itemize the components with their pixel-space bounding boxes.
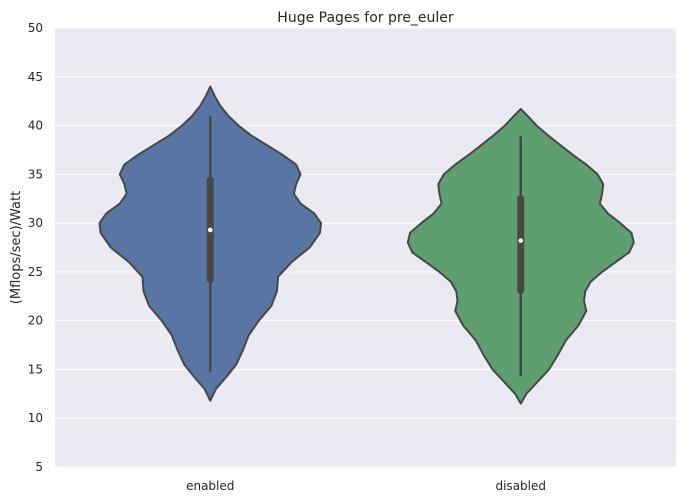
y-tick-label: 5	[35, 460, 43, 474]
y-tick-label: 30	[28, 216, 43, 230]
y-tick-label: 25	[28, 265, 43, 279]
violins	[98, 85, 635, 405]
x-tick-labels: enabled disabled	[186, 479, 546, 493]
y-tick-label: 50	[28, 21, 43, 35]
chart-title: Huge Pages for pre_euler	[277, 10, 454, 26]
median-marker	[518, 238, 524, 243]
y-tick-label: 10	[28, 411, 43, 425]
y-tick-label: 35	[28, 167, 43, 181]
y-tick-labels: 5 10 15 20 25 30 35 40 45 50	[28, 21, 43, 474]
x-tick-label: disabled	[495, 479, 546, 493]
y-axis-label: (Mflops/sec)/Watt	[9, 191, 24, 304]
y-tick-label: 15	[28, 362, 43, 376]
y-tick-label: 40	[28, 119, 43, 133]
y-tick-label: 20	[28, 314, 43, 328]
median-marker	[207, 227, 213, 233]
y-tick-label: 45	[28, 70, 43, 84]
x-tick-label: enabled	[186, 479, 234, 493]
